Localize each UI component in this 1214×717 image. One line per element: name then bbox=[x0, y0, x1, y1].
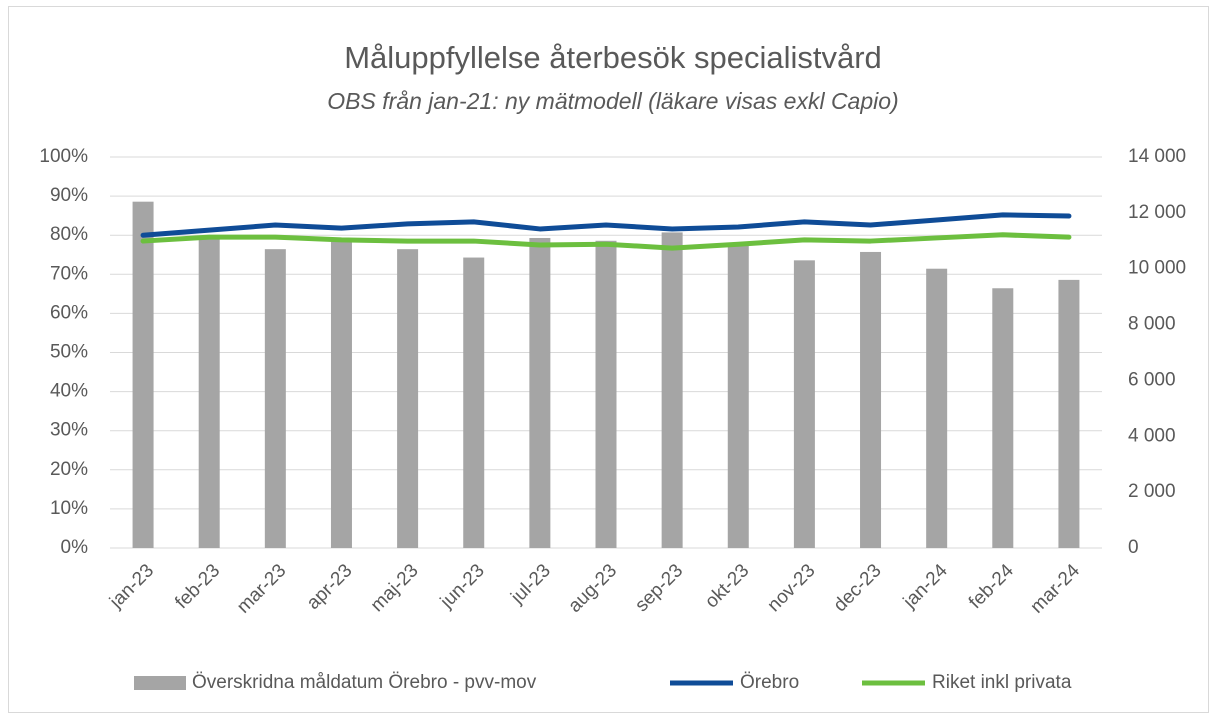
y2-tick-label: 2 000 bbox=[1128, 481, 1176, 502]
bar bbox=[661, 232, 683, 548]
bar bbox=[727, 243, 749, 549]
legend-swatch bbox=[134, 676, 186, 690]
chart-title: Måluppfyllelse återbesök specialistvård bbox=[344, 40, 882, 75]
chart-subtitle: OBS från jan-21: ny mätmodell (läkare vi… bbox=[327, 88, 898, 114]
bar bbox=[463, 257, 485, 548]
y2-tick-label: 6 000 bbox=[1128, 369, 1176, 390]
y-tick-label: 60% bbox=[50, 302, 88, 323]
y2-tick-label: 4 000 bbox=[1128, 425, 1176, 446]
y-tick-label: 90% bbox=[50, 185, 88, 206]
y-tick-label: 30% bbox=[50, 420, 88, 441]
bar bbox=[330, 240, 352, 549]
bar bbox=[860, 251, 882, 548]
y2-tick-label: 10 000 bbox=[1128, 258, 1186, 279]
y-tick-label: 0% bbox=[61, 537, 89, 558]
legend-label: Örebro bbox=[740, 672, 799, 693]
y2-tick-label: 12 000 bbox=[1128, 202, 1186, 223]
bar bbox=[264, 249, 286, 548]
bar bbox=[529, 237, 551, 548]
y2-tick-label: 14 000 bbox=[1128, 146, 1186, 167]
legend-label: Överskridna måldatum Örebro - pvv-mov bbox=[192, 672, 537, 693]
bar bbox=[595, 240, 617, 549]
chart-frame bbox=[8, 6, 1209, 713]
y-tick-label: 20% bbox=[50, 459, 88, 480]
bar bbox=[198, 237, 220, 548]
y2-tick-label: 0 bbox=[1128, 537, 1139, 558]
y-tick-label: 70% bbox=[50, 263, 88, 284]
y-tick-label: 100% bbox=[39, 146, 88, 167]
bar bbox=[926, 268, 948, 548]
bar bbox=[992, 288, 1014, 548]
line-series bbox=[140, 212, 1072, 238]
legend-label: Riket inkl privata bbox=[932, 672, 1072, 693]
bar bbox=[397, 249, 419, 548]
bar bbox=[1058, 279, 1080, 548]
line-series bbox=[140, 232, 1072, 251]
y2-tick-label: 8 000 bbox=[1128, 314, 1176, 335]
y-tick-label: 10% bbox=[50, 498, 88, 519]
y-tick-label: 40% bbox=[50, 381, 88, 402]
bar bbox=[793, 260, 815, 548]
y-tick-label: 50% bbox=[50, 342, 88, 363]
y-tick-label: 80% bbox=[50, 224, 88, 245]
bar bbox=[132, 201, 154, 548]
